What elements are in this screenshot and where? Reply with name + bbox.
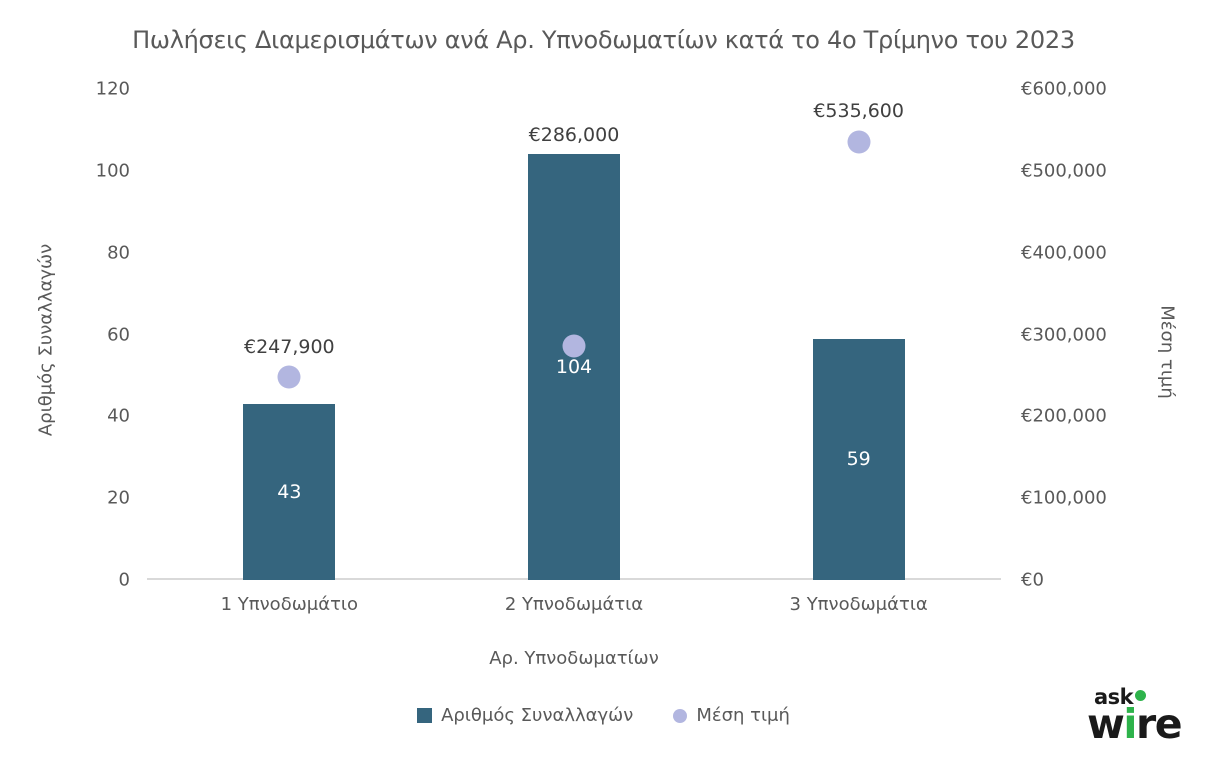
bar xyxy=(812,338,905,580)
average-price-point xyxy=(277,365,301,389)
left-axis-tick: 100 xyxy=(95,160,130,182)
bar-value-label: 104 xyxy=(555,356,593,379)
left-axis-tick: 80 xyxy=(107,242,130,264)
legend-item-transactions: Αριθμός Συναλλαγών xyxy=(417,705,633,726)
left-axis-ticks: 0 20 40 60 80 100 120 xyxy=(0,79,130,591)
askwire-logo: ask wire xyxy=(1087,687,1182,745)
left-axis-tick: 60 xyxy=(107,324,130,345)
x-axis-category-label: 1 Υπνοδωμάτιο xyxy=(220,594,359,615)
left-axis-tick: 20 xyxy=(107,487,130,509)
chart-title: Πωλήσεις Διαμερισμάτων ανά Αρ. Υπνοδωματ… xyxy=(132,26,1075,54)
bar xyxy=(243,404,336,580)
right-axis-tick: €0 xyxy=(1021,569,1044,591)
right-axis-tick: €400,000 xyxy=(1021,242,1107,264)
price-label: €535,600 xyxy=(813,100,904,123)
left-axis-tick: 40 xyxy=(107,405,130,427)
chart-legend: Αριθμός Συναλλαγών Μέση τιμή xyxy=(0,705,1207,726)
legend-label: Μέση τιμή xyxy=(696,705,790,726)
price-label: €286,000 xyxy=(528,124,620,147)
legend-label: Αριθμός Συναλλαγών xyxy=(441,705,634,726)
right-axis-ticks: €0 €100,000 €200,000 €300,000 €400,000 €500,0… xyxy=(1021,79,1161,591)
bar-value-label: 59 xyxy=(846,448,871,471)
legend-item-average-price: Μέση τιμή xyxy=(673,705,790,726)
right-axis-tick: €300,000 xyxy=(1021,324,1107,345)
average-price-point xyxy=(562,334,586,358)
right-axis-tick: €200,000 xyxy=(1021,405,1107,427)
logo-wire-suffix: re xyxy=(1135,700,1183,749)
askwire-logo-top: ask xyxy=(1094,687,1181,708)
x-axis-category-label: 3 Υπνοδωμάτια xyxy=(789,594,928,615)
logo-ask-text: ask xyxy=(1094,685,1134,710)
logo-green-dot-icon xyxy=(1135,690,1147,702)
left-axis-tick: 0 xyxy=(118,569,130,591)
bar xyxy=(528,154,620,580)
logo-wire-accent: i xyxy=(1123,700,1137,749)
x-axis-title: Αρ. Υπνοδωματίων xyxy=(489,648,659,669)
scatter-series-swatch-icon xyxy=(673,708,688,723)
right-axis-tick: €500,000 xyxy=(1021,160,1107,182)
bar-value-label: 43 xyxy=(277,481,302,504)
askwire-logo-bottom: wire xyxy=(1087,704,1182,745)
right-axis-tick: €100,000 xyxy=(1021,487,1107,509)
left-axis-tick: 120 xyxy=(95,78,130,100)
x-axis-category-label: 2 Υπνοδωμάτια xyxy=(504,594,644,615)
bar-series-swatch-icon xyxy=(417,708,433,723)
right-axis-tick: €600,000 xyxy=(1021,78,1107,100)
price-label: €247,900 xyxy=(243,335,335,358)
average-price-point xyxy=(847,130,871,154)
logo-wire-prefix: w xyxy=(1087,700,1125,749)
plot-area: 43 €247,900 1 Υπνοδωμάτιο 104 €286,000 2 Υπνο… xyxy=(147,89,1001,615)
